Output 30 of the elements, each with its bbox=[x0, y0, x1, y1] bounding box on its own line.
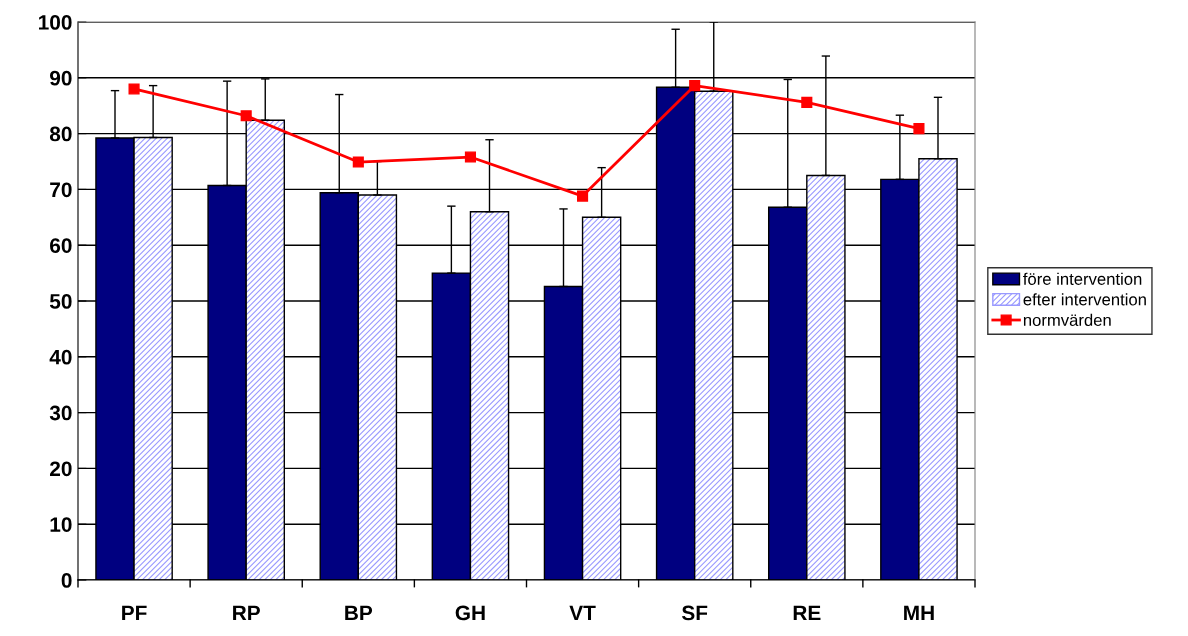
legend-label: efter intervention bbox=[1023, 293, 1146, 306]
x-tick-label: VT bbox=[569, 605, 596, 621]
x-tick-label: BP bbox=[345, 605, 373, 621]
y-tick-label: 30 bbox=[49, 405, 72, 421]
point bbox=[128, 83, 140, 95]
point bbox=[913, 123, 925, 135]
point bbox=[464, 151, 476, 163]
x-tick-label: RP bbox=[233, 605, 260, 621]
x-tick-label: SF bbox=[681, 605, 708, 621]
point bbox=[240, 110, 252, 122]
y-tick-label: 60 bbox=[50, 238, 72, 253]
point bbox=[689, 80, 701, 92]
y-tick-label: 90 bbox=[50, 70, 72, 86]
y-tick-label: 80 bbox=[49, 126, 72, 142]
x-tick-label: RE bbox=[793, 605, 821, 621]
legend-label: normvärden bbox=[1023, 313, 1111, 327]
y-tick-label: 70 bbox=[50, 182, 72, 198]
y-tick-label: 40 bbox=[49, 349, 72, 365]
point bbox=[352, 156, 364, 168]
y-tick-label: 0 bbox=[61, 573, 72, 588]
y-tick-label: 50 bbox=[49, 294, 72, 309]
point bbox=[577, 190, 589, 202]
y-tick-label: 100 bbox=[39, 15, 72, 30]
x-tick-label: PF bbox=[122, 605, 147, 621]
x-tick-label: GH bbox=[455, 605, 485, 621]
x-tick-label: MH bbox=[904, 605, 934, 621]
point bbox=[801, 96, 813, 108]
y-tick-label: 10 bbox=[50, 517, 72, 532]
y-tick-label: 20 bbox=[50, 461, 72, 477]
legend-label: före intervention bbox=[1023, 272, 1142, 285]
